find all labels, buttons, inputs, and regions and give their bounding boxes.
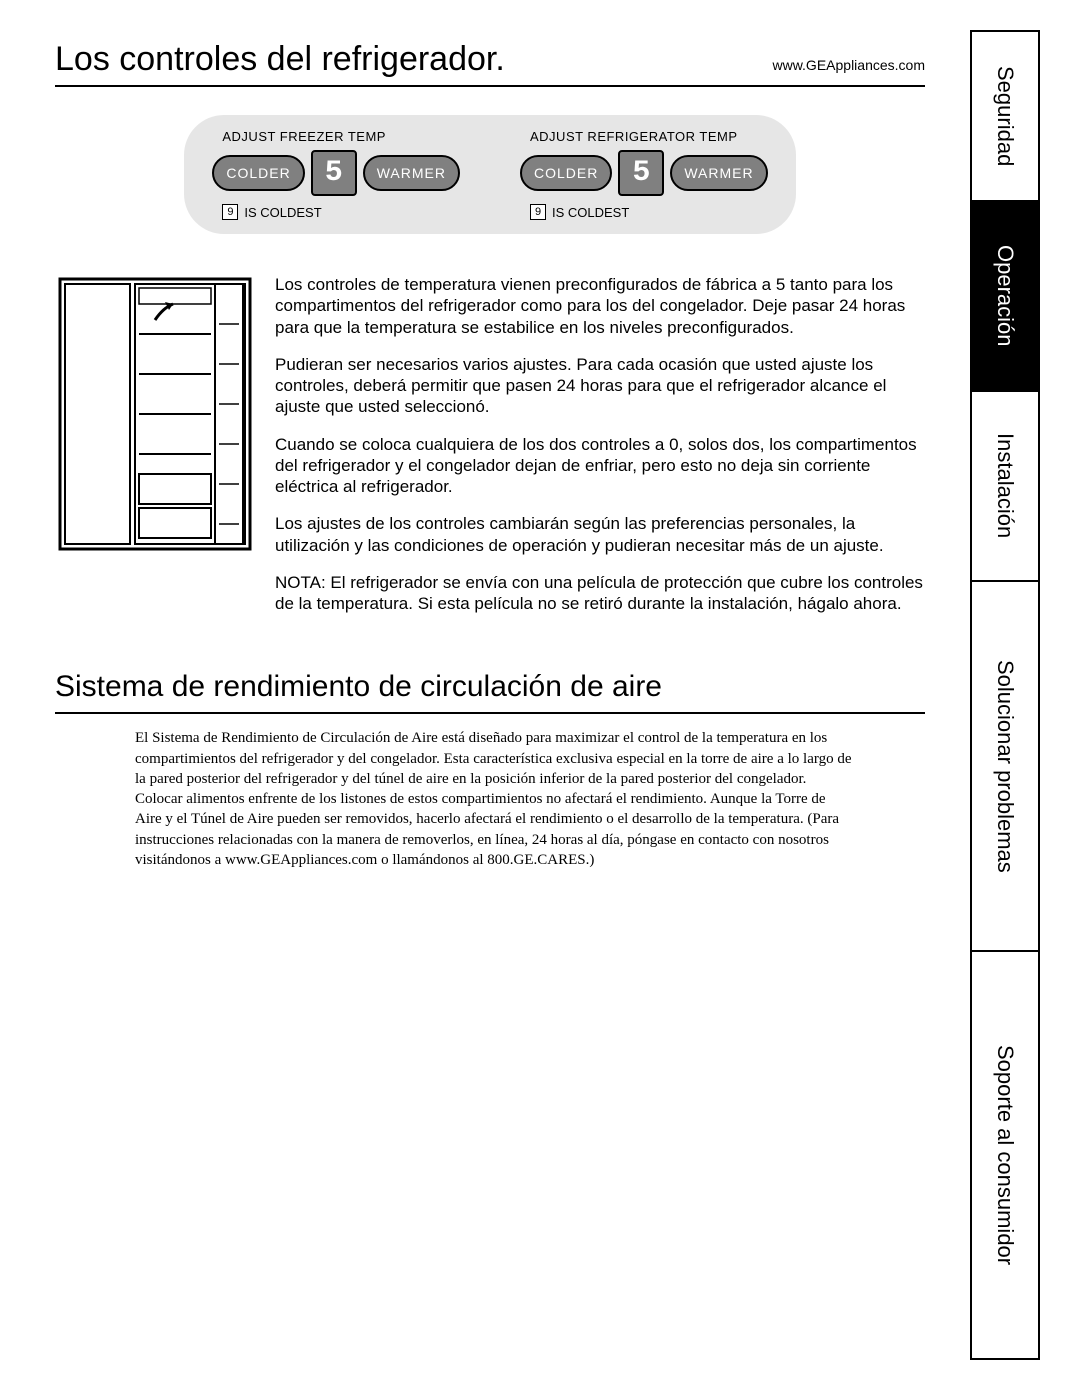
fridge-coldest-note: 9 IS COLDEST xyxy=(530,204,629,220)
body-section: Los controles de temperatura vienen prec… xyxy=(55,274,925,630)
fridge-controls: ADJUST REFRIGERATOR TEMP COLDER 5 WARMER… xyxy=(520,129,768,220)
tab-instalacion[interactable]: Instalación xyxy=(972,392,1038,582)
page-title: Los controles del refrigerador. xyxy=(55,40,505,79)
body-p1: Los controles de temperatura vienen prec… xyxy=(275,274,925,338)
fridge-illustration xyxy=(55,274,255,554)
fridge-temp-display: 5 xyxy=(618,150,664,196)
website-url: www.GEAppliances.com xyxy=(772,57,925,73)
control-panel: ADJUST FREEZER TEMP COLDER 5 WARMER 9 IS… xyxy=(184,115,795,234)
tab-seguridad[interactable]: Seguridad xyxy=(972,32,1038,202)
body-p5: NOTA: El refrigerador se envía con una p… xyxy=(275,572,925,615)
freezer-temp-display: 5 xyxy=(311,150,357,196)
tab-solucionar[interactable]: Solucionar problemas xyxy=(972,582,1038,952)
section2-body: El Sistema de Rendimiento de Circulación… xyxy=(135,728,855,870)
tab-operacion[interactable]: Operación xyxy=(972,202,1038,392)
fridge-coldest-text: IS COLDEST xyxy=(552,205,629,220)
content-area: Los controles del refrigerador. www.GEAp… xyxy=(55,40,925,870)
title-row: Los controles del refrigerador. www.GEAp… xyxy=(55,40,925,87)
fridge-warmer-button[interactable]: WARMER xyxy=(670,155,767,191)
body-paragraphs: Los controles de temperatura vienen prec… xyxy=(275,274,925,630)
page: Los controles del refrigerador. www.GEAp… xyxy=(0,0,1080,1397)
freezer-coldest-note: 9 IS COLDEST xyxy=(222,204,321,220)
freezer-warmer-button[interactable]: WARMER xyxy=(363,155,460,191)
section2-title: Sistema de rendimiento de circulación de… xyxy=(55,670,925,714)
side-tabs: Seguridad Operación Instalación Solucion… xyxy=(970,30,1040,1360)
tab-soporte[interactable]: Soporte al consumidor xyxy=(972,952,1038,1358)
freezer-coldest-text: IS COLDEST xyxy=(244,205,321,220)
freezer-buttons: COLDER 5 WARMER xyxy=(212,150,460,196)
nine-icon: 9 xyxy=(222,204,238,220)
fridge-adjust-label: ADJUST REFRIGERATOR TEMP xyxy=(530,129,738,144)
fridge-colder-button[interactable]: COLDER xyxy=(520,155,612,191)
body-p4: Los ajustes de los controles cambiarán s… xyxy=(275,513,925,556)
freezer-controls: ADJUST FREEZER TEMP COLDER 5 WARMER 9 IS… xyxy=(212,129,460,220)
body-p3: Cuando se coloca cualquiera de los dos c… xyxy=(275,434,925,498)
nine-icon: 9 xyxy=(530,204,546,220)
control-panel-wrap: ADJUST FREEZER TEMP COLDER 5 WARMER 9 IS… xyxy=(55,115,925,234)
fridge-buttons: COLDER 5 WARMER xyxy=(520,150,768,196)
freezer-adjust-label: ADJUST FREEZER TEMP xyxy=(222,129,386,144)
body-p2: Pudieran ser necesarios varios ajustes. … xyxy=(275,354,925,418)
freezer-colder-button[interactable]: COLDER xyxy=(212,155,304,191)
